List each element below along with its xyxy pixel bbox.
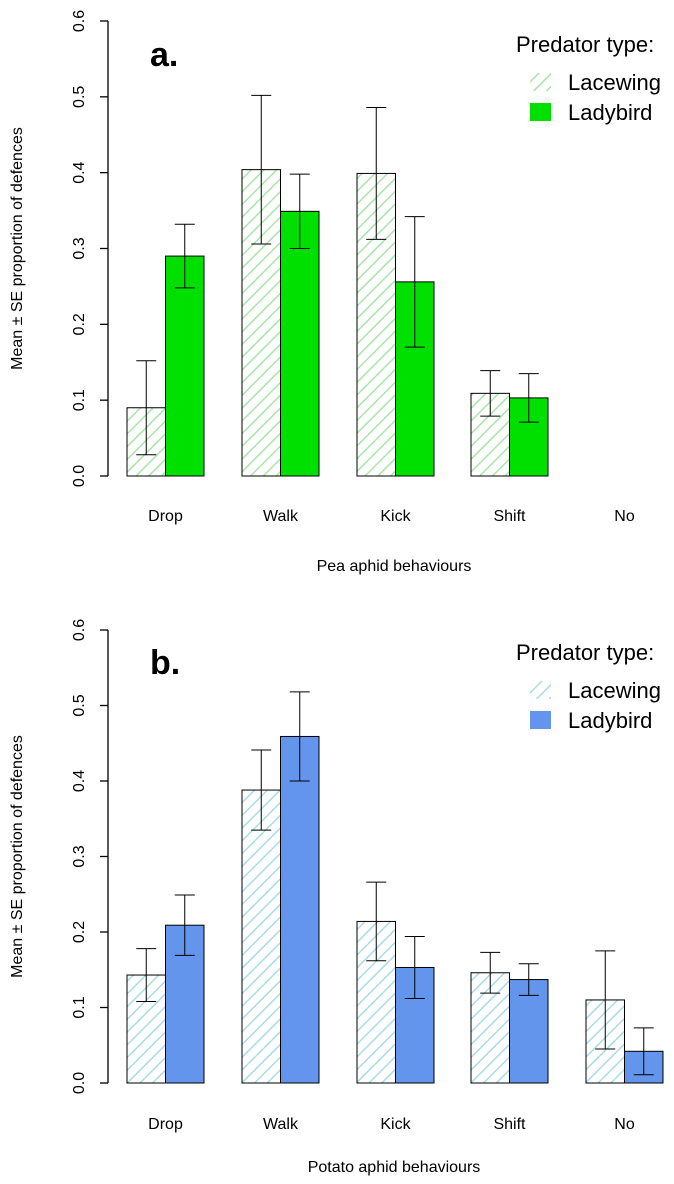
y-axis-label: Mean ± SE proportion of defences [9,735,26,978]
x-axis-label: Pea aphid behaviours [317,558,472,575]
x-category-label: Shift [493,1116,526,1133]
x-category-label: No [614,508,635,525]
x-category-label: Kick [380,508,411,525]
bar-lacewing-walk [241,789,281,1084]
x-axis-label: Potato aphid behaviours [308,1159,481,1176]
x-category-label: No [614,1116,635,1133]
legend-swatch-lacewing [530,73,551,91]
legend-label: Lacewing [568,678,661,703]
y-tick-label: 0.2 [71,313,88,335]
x-category-label: Drop [148,508,183,525]
y-tick-label: 0.0 [71,465,88,487]
y-tick-label: 0.0 [71,1072,88,1094]
y-tick-label: 0.2 [71,921,88,943]
x-category-label: Kick [380,1116,411,1133]
y-axis-label: Mean ± SE proportion of defences [9,127,26,370]
bar-ladybird-walk [280,210,320,477]
y-tick-label: 0.3 [71,845,88,867]
panel-label: b. [150,644,180,682]
legend-swatch-lacewing [530,681,551,699]
legend-label: Ladybird [568,708,652,733]
legend-label: Lacewing [568,70,661,95]
x-category-label: Drop [148,1116,183,1133]
y-tick-label: 0.4 [71,770,88,792]
x-category-label: Walk [263,1116,299,1133]
chart-panel-a: 0.0 0.1 0.2 0.3 0.4 0.5 0.6 Mean ± SE proportio… [9,10,661,575]
x-category-label: Walk [263,508,299,525]
y-tick-label: 0.1 [71,996,88,1018]
legend-swatch-ladybird [530,711,551,729]
x-category-label: Shift [493,508,526,525]
y-tick-label: 0.6 [71,619,88,641]
chart-panel-b: 0.0 0.1 0.2 0.3 0.4 0.5 0.6 Mean ± SE proportio… [9,619,664,1176]
y-tick-label: 0.3 [71,237,88,259]
y-tick-label: 0.4 [71,161,88,183]
legend-title: Predator type: [516,32,654,57]
y-tick-label: 0.5 [71,694,88,716]
bar-ladybird-shift [509,979,549,1084]
legend-label: Ladybird [568,100,652,125]
y-tick-label: 0.1 [71,389,88,411]
y-tick-label: 0.5 [71,86,88,108]
bar-ladybird-drop [165,255,205,477]
legend-swatch-ladybird [530,103,551,121]
legend-title: Predator type: [516,640,654,665]
y-tick-label: 0.6 [71,10,88,32]
panel-label: a. [150,36,178,74]
bar-ladybird-walk [280,735,320,1084]
